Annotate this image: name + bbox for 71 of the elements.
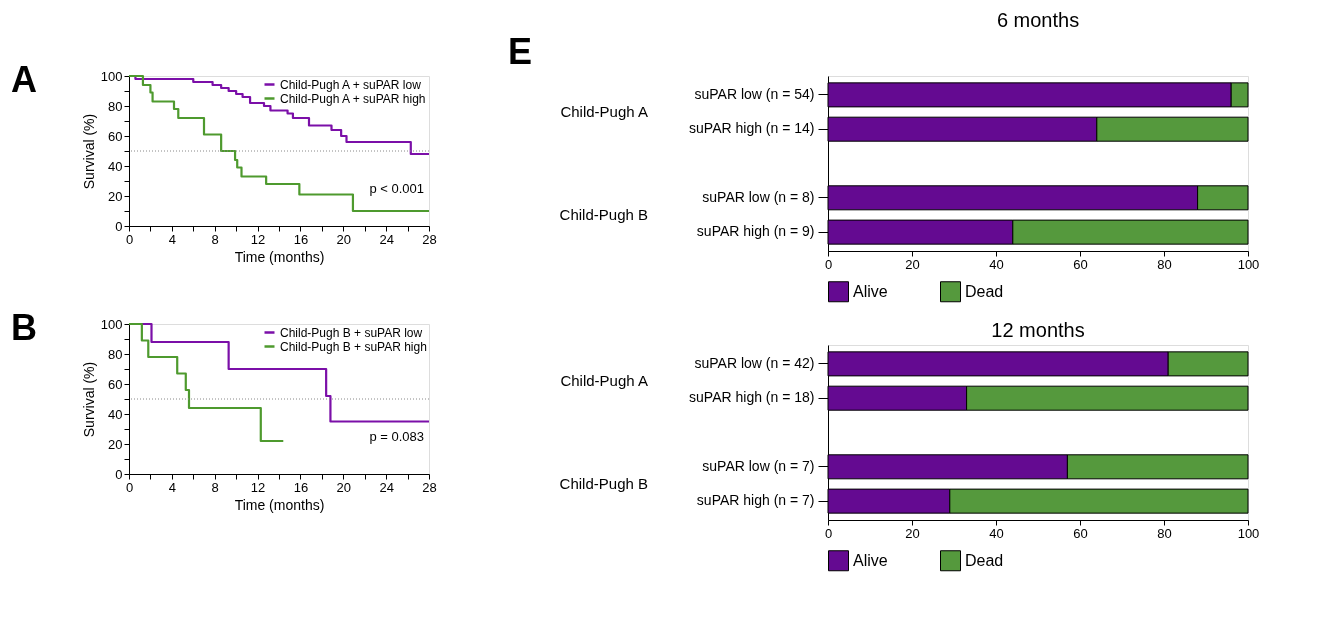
x-tick-label: 0: [125, 479, 134, 495]
y-tick-label: suPAR high (n = 9): [696, 223, 815, 240]
text: Child-Pugh A: [560, 372, 648, 390]
legend-label: Dead: [965, 282, 1004, 300]
x-tick-label: 4: [168, 231, 176, 247]
chart-title: B: [11, 307, 37, 348]
y-tick-label: 0: [115, 466, 123, 482]
x-tick-label: 40: [989, 256, 1004, 272]
y-tick-label: suPAR low (n = 7): [702, 457, 815, 474]
x-tick-label: 0: [824, 525, 833, 541]
chart-title: 6 months: [996, 9, 1080, 31]
legend-label: Child-Pugh A + suPAR high: [280, 91, 426, 106]
x-tick-label: 100: [1237, 525, 1260, 541]
x-tick-label: 20: [905, 256, 920, 272]
x-tick-label: 80: [1157, 525, 1172, 541]
y-tick-label: suPAR low (n = 42): [694, 354, 815, 371]
y-tick-label: suPAR low (n = 8): [702, 188, 815, 205]
text: E: [508, 31, 533, 72]
text: Child-Pugh B: [559, 474, 648, 492]
x-tick-label: 8: [211, 231, 219, 247]
y-tick-label: 100: [100, 316, 123, 332]
x-tick-label: 20: [336, 479, 352, 495]
x-tick-label: 20: [905, 525, 920, 541]
y-tick-label: 80: [108, 346, 123, 362]
y-axis-title: Survival (%): [80, 361, 97, 438]
chart-title: 12 months: [991, 319, 1085, 341]
x-tick-label: 28: [422, 231, 437, 247]
x-tick-label: 20: [336, 231, 352, 247]
x-tick-label: 12: [250, 231, 266, 247]
legend-label: Child-Pugh A + suPAR low: [280, 77, 422, 92]
x-tick-label: 24: [379, 479, 394, 495]
x-tick-label: 24: [379, 231, 394, 247]
annotation: p = 0.083: [369, 428, 424, 444]
x-tick-label: 40: [989, 525, 1004, 541]
y-tick-label: suPAR low (n = 54): [694, 85, 815, 102]
y-tick-label: 60: [108, 376, 123, 392]
x-tick-label: 4: [168, 479, 176, 495]
x-axis-title: Time (months): [234, 496, 325, 513]
x-tick-label: 100: [1237, 256, 1260, 272]
x-tick-label: 28: [422, 479, 437, 495]
x-axis-title: Time (months): [234, 248, 325, 265]
x-tick-label: 12: [250, 479, 266, 495]
text: Child-Pugh A: [560, 103, 648, 121]
legend-label: Child-Pugh B + suPAR low: [280, 325, 423, 340]
legend-label: Alive: [853, 282, 888, 300]
x-tick-label: 60: [1073, 525, 1088, 541]
x-tick-label: 16: [293, 231, 309, 247]
x-tick-label: 0: [125, 231, 134, 247]
annotation: p < 0.001: [369, 180, 424, 196]
x-tick-label: 8: [211, 479, 219, 495]
text: Child-Pugh B: [559, 205, 648, 223]
x-tick-label: 16: [293, 479, 309, 495]
y-tick-label: suPAR high (n = 18): [689, 389, 815, 406]
y-tick-label: 40: [108, 158, 123, 174]
text: Dead: [965, 551, 1004, 569]
x-tick-label: 60: [1073, 256, 1088, 272]
y-tick-label: 60: [108, 128, 123, 144]
y-tick-label: suPAR high (n = 14): [689, 120, 815, 137]
y-tick-label: 80: [108, 98, 123, 114]
y-tick-label: 40: [108, 406, 123, 422]
y-tick-label: 0: [115, 218, 123, 234]
x-tick-label: 0: [824, 256, 833, 272]
x-tick-label: 80: [1157, 256, 1172, 272]
legend-label: Child-Pugh B + suPAR high: [280, 339, 427, 354]
y-tick-label: suPAR high (n = 7): [696, 492, 815, 509]
text: Alive: [853, 551, 888, 569]
chart-title: A: [11, 59, 37, 100]
y-tick-label: 20: [108, 436, 123, 452]
y-tick-label: 20: [108, 188, 123, 204]
y-axis-title: Survival (%): [80, 113, 97, 190]
y-tick-label: 100: [100, 68, 123, 84]
